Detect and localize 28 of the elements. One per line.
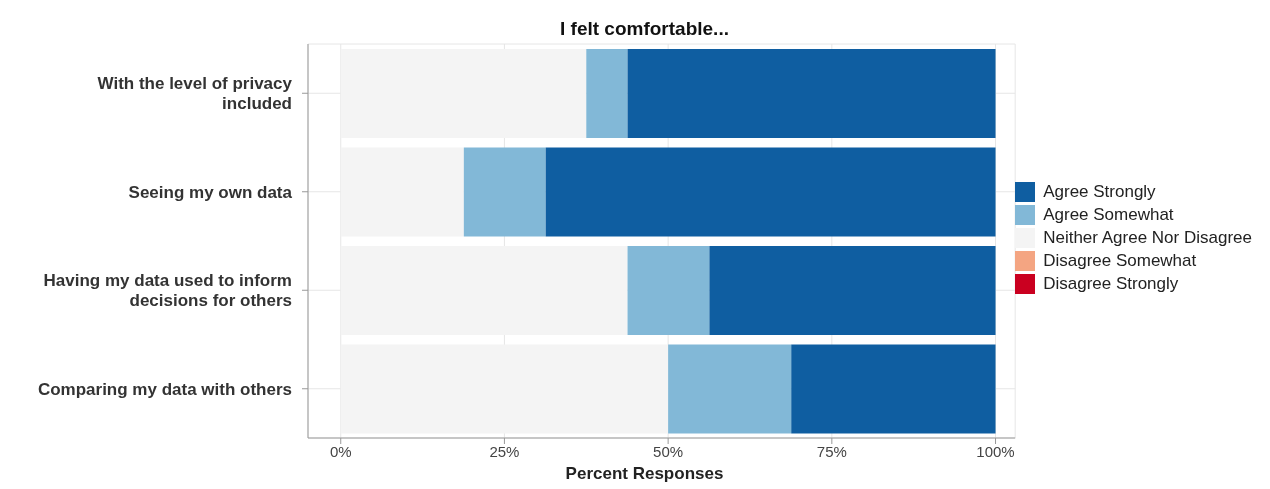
chart-title: I felt comfortable... [559,18,730,40]
x-axis-title: Percent Responses [564,464,725,484]
x-tick-label: 50% [653,442,684,460]
x-tick-label: 25% [489,442,520,460]
bar [627,48,996,138]
legend-label: Disagree Somewhat [1043,251,1197,271]
y-tick-label: Seeing my own data [128,182,293,202]
x-tick-label: 75% [816,442,847,460]
x-tick-label: 100% [976,442,1015,460]
y-tick-label: With the level of privacy included [97,73,293,113]
bar [340,344,669,434]
legend-label: Neither Agree Nor Disagree [1043,228,1252,248]
bar [463,147,546,237]
x-tick-label: 0% [329,442,352,460]
bar [340,245,628,335]
bar [340,147,464,237]
legend-label: Disagree Strongly [1043,274,1179,294]
bar [545,147,996,237]
bar [340,48,587,138]
y-tick-label: Having my data used to inform decisions for others [43,270,292,310]
legend-label: Agree Strongly [1043,182,1156,202]
y-tick-label: Comparing my data with others [37,379,292,399]
bar [709,245,996,335]
bar [627,245,710,335]
bar [586,48,628,138]
bar [791,344,996,434]
legend-label: Agree Somewhat [1043,205,1174,225]
bar [668,344,792,434]
